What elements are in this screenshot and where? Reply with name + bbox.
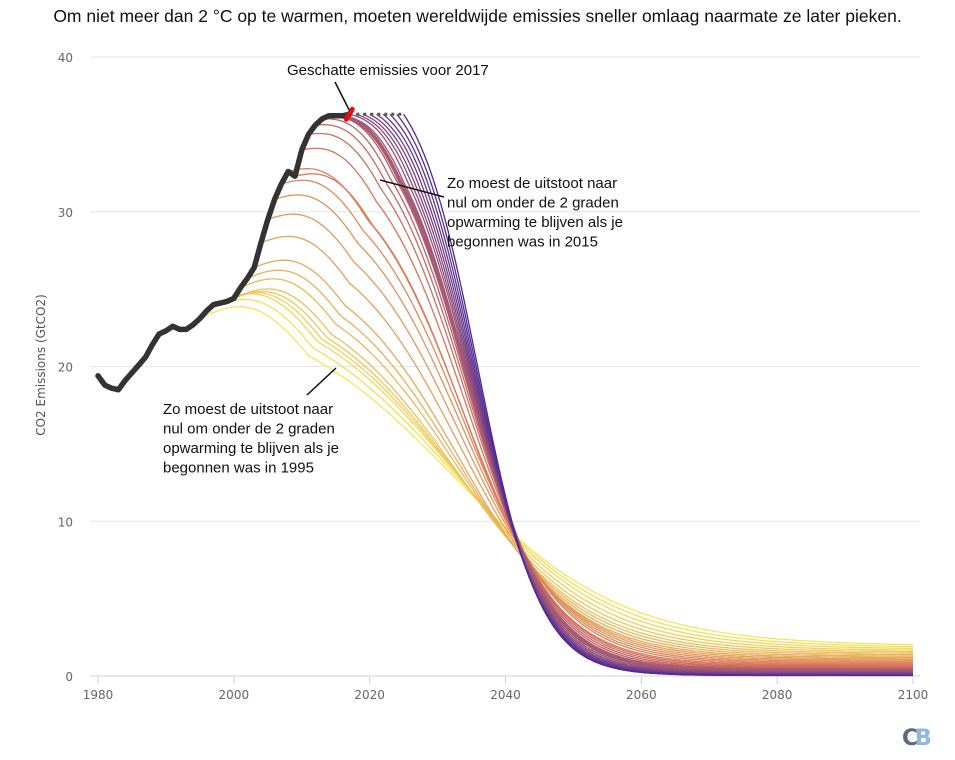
historical-series <box>95 106 355 393</box>
x-axis: 1980 2000 2020 2040 2060 2080 2100 <box>83 676 929 702</box>
scenario-line-1998 <box>220 292 914 651</box>
scenario-line-1997 <box>213 293 914 650</box>
y-tick-label: 0 <box>65 670 73 684</box>
scenario-line-2012 <box>315 124 913 669</box>
y-tick-label: 20 <box>58 361 73 375</box>
scenario-line-2019 <box>362 113 913 674</box>
scenario-line-2007 <box>281 179 913 664</box>
logo-letter-b: B <box>915 726 932 751</box>
x-tick-label: 2020 <box>354 688 385 702</box>
peak-2015-label-line: nul om onder de 2 graden <box>447 195 619 212</box>
x-tick-label: 2100 <box>898 688 929 702</box>
annotations: Geschatte emissies voor 2017 Zo moest de … <box>163 62 623 477</box>
x-tick-label: 2060 <box>626 688 657 702</box>
scenario-line-1995 <box>199 306 913 646</box>
peak-2015-label-line: begonnen was in 2015 <box>447 234 598 251</box>
scenario-line-2009 <box>294 173 913 666</box>
x-tick-label: 2040 <box>490 688 521 702</box>
scenario-line-2006 <box>274 194 913 662</box>
y-axis-label: CO2 Emissions (GtCO2) <box>34 294 48 436</box>
x-tick-label: 2000 <box>219 688 250 702</box>
scenario-line-2015 <box>335 113 913 673</box>
scenario-line-2018 <box>355 113 913 674</box>
scenario-line-2005 <box>267 213 913 661</box>
y-tick-label: 10 <box>58 515 73 529</box>
scenario-line-2008 <box>288 168 913 665</box>
peak-2015-pointer <box>379 179 445 198</box>
peak-1995-pointer <box>306 367 337 396</box>
gridlines <box>90 56 920 677</box>
peak-1995-label-line: begonnen was in 1995 <box>163 460 314 477</box>
x-tick-label: 1980 <box>83 688 114 702</box>
scenario-line-2025 <box>403 113 913 677</box>
estimate-label: Geschatte emissies voor 2017 <box>287 62 489 79</box>
scenario-line-1996 <box>206 298 914 648</box>
y-tick-label: 40 <box>58 51 73 65</box>
peak-2015-label-line: opwarming te blijven als je <box>447 214 623 231</box>
scenario-line-2011 <box>308 132 913 668</box>
cb-logo: C B <box>902 726 932 751</box>
estimate-2017-marker <box>343 106 355 122</box>
y-axis: 0 10 20 30 40 <box>58 51 73 684</box>
scenario-line-2002 <box>247 269 913 657</box>
peak-1995-label-line: nul om onder de 2 graden <box>163 421 335 438</box>
scenario-line-2003 <box>253 259 913 659</box>
scenario-line-2001 <box>240 278 913 656</box>
scenario-line-2000 <box>233 288 913 654</box>
chart-title: Om niet meer dan 2 °C op te warmen, moet… <box>53 6 902 26</box>
logo-letter-c: C <box>902 726 918 751</box>
scenario-line-2010 <box>301 147 913 667</box>
scenario-line-2016 <box>342 115 913 672</box>
estimate-pointer <box>334 81 350 111</box>
scenario-line-2004 <box>260 235 913 660</box>
scenario-lines <box>199 113 914 677</box>
scenario-line-1999 <box>226 290 913 653</box>
peak-1995-label-line: Zo moest de uitstoot naar <box>163 401 333 418</box>
peak-1995-label-line: opwarming te blijven als je <box>163 440 339 457</box>
x-tick-label: 2080 <box>762 688 793 702</box>
historical-line <box>95 111 353 393</box>
scenario-line-2017 <box>349 113 913 673</box>
scenario-line-2014 <box>328 115 913 671</box>
peak-2015-label-line: Zo moest de uitstoot naar <box>447 175 617 192</box>
y-tick-label: 30 <box>58 206 73 220</box>
